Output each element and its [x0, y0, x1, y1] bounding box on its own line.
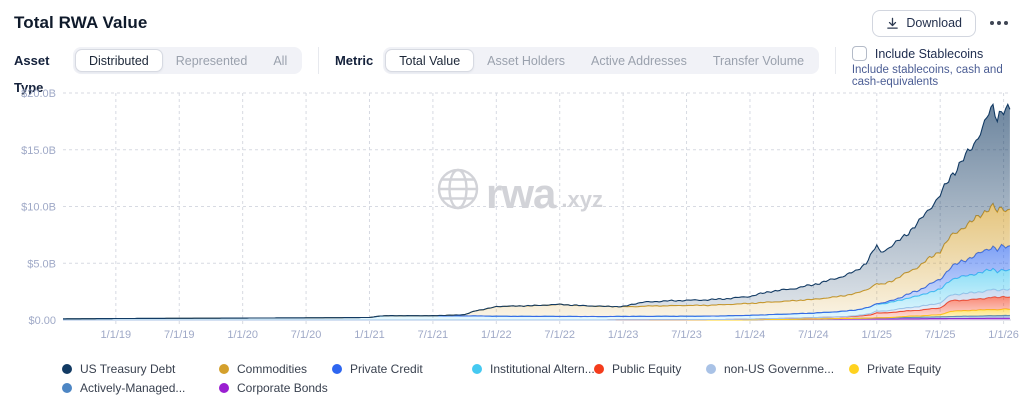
y-axis-tick-label: $15.0B [21, 145, 56, 157]
legend-item[interactable]: Actively-Managed... [62, 381, 219, 395]
legend-label: non-US Governme... [724, 362, 835, 376]
y-axis-tick-label: $5.0B [27, 258, 56, 270]
chart-legend: US Treasury Debt Commodities Private Credi… [62, 362, 969, 395]
legend-dot [332, 364, 342, 374]
area-band-commodities [63, 203, 1010, 319]
globe-icon [437, 168, 479, 210]
legend-dot [849, 364, 859, 374]
metric-segmented: Total Value Asset Holders Active Addresses… [383, 47, 820, 74]
asset-type-option-represented[interactable]: Represented [163, 49, 261, 72]
x-axis-tick-label: 7/1/23 [671, 329, 702, 341]
metric-option-asset-holders[interactable]: Asset Holders [474, 49, 578, 72]
legend-dot [219, 364, 229, 374]
x-axis-tick-label: 7/1/20 [291, 329, 322, 341]
watermark: rwa .xyz [436, 167, 603, 217]
legend-dot [62, 364, 72, 374]
x-axis-tick-label: 1/1/26 [988, 329, 1019, 341]
header-actions: Download [872, 9, 1012, 37]
legend-label: Public Equity [612, 362, 682, 376]
legend-label: US Treasury Debt [80, 362, 176, 376]
x-axis-tick-label: 1/1/22 [481, 329, 512, 341]
x-axis-tick-label: 1/1/19 [101, 329, 132, 341]
x-axis-tick-label: 1/1/25 [861, 329, 892, 341]
legend-item[interactable]: Public Equity [594, 362, 706, 376]
watermark-text: rwa [486, 169, 556, 217]
legend-dot [219, 383, 229, 393]
y-axis-tick-label: $10.0B [21, 202, 56, 214]
area-band-private-credit [63, 244, 1010, 319]
legend-row: US Treasury Debt Commodities Private Credi… [62, 362, 969, 376]
page-title: Total RWA Value [14, 13, 148, 32]
legend-label: Corporate Bonds [237, 381, 328, 395]
include-stablecoins-checkbox[interactable] [851, 46, 867, 61]
area-band-corporate-bonds [63, 318, 1010, 320]
divider [318, 47, 319, 74]
legend-item[interactable]: US Treasury Debt [62, 362, 219, 376]
metric-option-active-addresses[interactable]: Active Addresses [578, 49, 700, 72]
metric-option-transfer-volume[interactable]: Transfer Volume [700, 49, 817, 72]
x-axis-tick-label: 1/1/23 [608, 329, 639, 341]
legend-label: Actively-Managed... [80, 381, 186, 395]
download-button[interactable]: Download [872, 9, 976, 37]
legend-label: Private Equity [867, 362, 942, 376]
asset-type-option-distributed[interactable]: Distributed [75, 49, 163, 72]
legend-row: Actively-Managed... Corporate Bonds [62, 381, 969, 395]
controls-bar: Asset Type Distributed Represented All Met… [14, 46, 1024, 101]
legend-label: Private Credit [350, 362, 423, 376]
metric-option-total-value[interactable]: Total Value [385, 49, 475, 72]
legend-item[interactable]: Private Equity [849, 362, 969, 376]
area-band-non-us-governme [63, 288, 1010, 320]
legend-dot [594, 364, 604, 374]
more-options-button[interactable] [986, 15, 1012, 31]
legend-item[interactable]: non-US Governme... [706, 362, 849, 376]
legend-item[interactable]: Private Credit [332, 362, 472, 376]
divider [835, 47, 836, 74]
asset-type-segmented: Distributed Represented All [73, 47, 303, 74]
x-axis-tick-label: 1/1/24 [735, 329, 766, 341]
legend-item[interactable]: Commodities [219, 362, 332, 376]
x-axis-tick-label: 7/1/22 [544, 329, 575, 341]
include-stablecoins-group: Include Stablecoins Include stablecoins,… [851, 46, 1024, 88]
download-label: Download [906, 16, 962, 30]
area-band-actively-managed [63, 315, 1010, 320]
x-axis-tick-label: 1/1/20 [227, 329, 258, 341]
x-axis-tick-label: 7/1/19 [164, 329, 195, 341]
x-axis-tick-label: 1/1/21 [354, 329, 385, 341]
x-axis-tick-label: 7/1/25 [925, 329, 956, 341]
y-axis-tick-label: $0.00 [28, 315, 56, 327]
asset-type-option-all[interactable]: All [260, 49, 300, 72]
x-axis-tick-label: 7/1/24 [798, 329, 829, 341]
legend-dot [62, 383, 72, 393]
area-band-public-equity [63, 296, 1010, 320]
watermark-suffix: .xyz [561, 186, 603, 212]
legend-label: Institutional Altern... [490, 362, 595, 376]
legend-item[interactable]: Corporate Bonds [219, 381, 332, 395]
download-icon [887, 17, 899, 29]
asset-type-label: Asset Type [14, 53, 50, 95]
x-axis-tick-label: 7/1/21 [418, 329, 449, 341]
legend-dot [706, 364, 716, 374]
legend-label: Commodities [237, 362, 308, 376]
include-stablecoins-description: Include stablecoins, cash and cash-equiv… [851, 64, 1003, 88]
area-band-institutional-altern [63, 268, 1010, 320]
legend-dot [472, 364, 482, 374]
metric-label: Metric [334, 53, 374, 68]
legend-item[interactable]: Institutional Altern... [472, 362, 595, 376]
header: Total RWA Value Download [0, 0, 1024, 46]
include-stablecoins-label: Include Stablecoins [874, 46, 984, 61]
area-band-private-equity [63, 308, 1010, 320]
